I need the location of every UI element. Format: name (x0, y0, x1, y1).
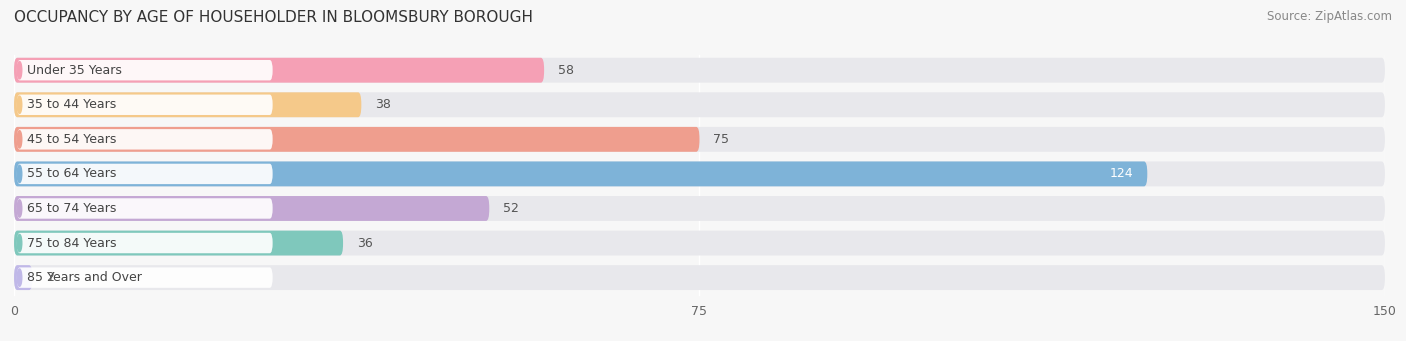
Text: 65 to 74 Years: 65 to 74 Years (27, 202, 117, 215)
FancyBboxPatch shape (14, 231, 1385, 255)
Text: 2: 2 (46, 271, 53, 284)
FancyBboxPatch shape (14, 127, 700, 152)
FancyBboxPatch shape (14, 162, 1385, 186)
Text: OCCUPANCY BY AGE OF HOUSEHOLDER IN BLOOMSBURY BOROUGH: OCCUPANCY BY AGE OF HOUSEHOLDER IN BLOOM… (14, 10, 533, 25)
Text: 58: 58 (558, 64, 574, 77)
Circle shape (17, 131, 21, 148)
Circle shape (17, 61, 21, 79)
Circle shape (17, 234, 21, 252)
Text: 55 to 64 Years: 55 to 64 Years (27, 167, 117, 180)
Text: 85 Years and Over: 85 Years and Over (27, 271, 142, 284)
Text: Under 35 Years: Under 35 Years (27, 64, 122, 77)
Text: 52: 52 (503, 202, 519, 215)
Text: 35 to 44 Years: 35 to 44 Years (27, 98, 117, 111)
Text: Source: ZipAtlas.com: Source: ZipAtlas.com (1267, 10, 1392, 23)
FancyBboxPatch shape (14, 265, 1385, 290)
FancyBboxPatch shape (17, 164, 273, 184)
Text: 36: 36 (357, 237, 373, 250)
Text: 75 to 84 Years: 75 to 84 Years (27, 237, 117, 250)
FancyBboxPatch shape (14, 127, 1385, 152)
Text: 38: 38 (375, 98, 391, 111)
FancyBboxPatch shape (14, 196, 1385, 221)
Text: 45 to 54 Years: 45 to 54 Years (27, 133, 117, 146)
Circle shape (17, 269, 21, 286)
FancyBboxPatch shape (14, 92, 361, 117)
Circle shape (17, 165, 21, 182)
FancyBboxPatch shape (14, 58, 544, 83)
FancyBboxPatch shape (14, 196, 489, 221)
FancyBboxPatch shape (17, 267, 273, 288)
Text: 75: 75 (713, 133, 730, 146)
FancyBboxPatch shape (17, 94, 273, 115)
FancyBboxPatch shape (14, 162, 1147, 186)
Circle shape (17, 200, 21, 217)
Text: 124: 124 (1109, 167, 1133, 180)
FancyBboxPatch shape (14, 231, 343, 255)
FancyBboxPatch shape (14, 58, 1385, 83)
FancyBboxPatch shape (14, 92, 1385, 117)
FancyBboxPatch shape (17, 60, 273, 80)
FancyBboxPatch shape (17, 129, 273, 150)
Circle shape (17, 96, 21, 114)
FancyBboxPatch shape (14, 265, 32, 290)
FancyBboxPatch shape (17, 233, 273, 253)
FancyBboxPatch shape (17, 198, 273, 219)
